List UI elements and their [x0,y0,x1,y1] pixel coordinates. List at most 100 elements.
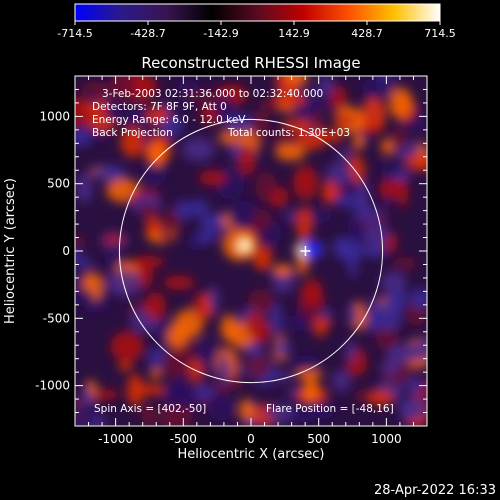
y-tick-label: 1000 [39,109,70,123]
texture-blob [132,255,165,268]
x-tick-label: 500 [307,432,330,446]
texture-blob [195,339,219,363]
texture-blob [326,161,353,186]
colorbar-ticks: -714.5 -428.7 -142.9 142.9 428.7 714.5 [57,21,456,40]
texture-blob [330,86,347,111]
texture-blob [353,206,383,222]
y-tick-label: -500 [43,311,70,325]
texture-blob [161,116,182,138]
texture-blob [346,303,359,326]
colorbar-tick-label: -142.9 [203,27,238,40]
texture-blob [288,355,322,371]
texture-blob [352,134,365,150]
x-tick-label: 1000 [371,432,402,446]
texture-blob [291,403,316,423]
texture-blob [385,352,411,363]
texture-blob [79,257,93,269]
annotation-energy: Energy Range: 6.0 - 12.0 keV [92,114,246,126]
y-axis-label: Heliocentric Y (arcsec) [3,178,18,324]
texture-blob [332,369,351,392]
y-tick-label: -1000 [35,379,70,393]
texture-blob [136,384,166,396]
texture-blob [75,172,93,204]
texture-blob [363,221,390,248]
texture-blob [272,264,294,276]
texture-blob [398,396,427,420]
bright-source [302,241,319,258]
texture-blob [405,153,427,171]
texture-blob [147,347,168,368]
texture-blob [104,252,124,267]
texture-blob [362,77,395,98]
texture-blob [285,209,296,223]
texture-blob [217,353,231,387]
texture-blob [337,148,352,161]
flare-marker [300,246,311,256]
texture-blob [273,91,306,108]
texture-blob [245,342,264,357]
texture-blob [75,236,87,248]
colorbar-tick-label: -714.5 [57,27,92,40]
texture-blob [393,169,411,184]
texture-blob [344,340,357,363]
texture-blob [417,336,427,351]
texture-blob [81,81,110,96]
texture-blob [380,138,394,155]
texture-blob [159,399,193,426]
texture-blob [265,403,296,424]
annotation-time: 3-Feb-2003 02:31:36.000 to 02:32:40.000 [102,88,323,100]
texture-blob [194,230,217,244]
texture-blob [409,287,427,310]
texture-blob [92,165,127,181]
colorbar-tick-label: 714.5 [424,27,456,40]
texture-blob [126,373,144,407]
texture-blob [145,216,161,237]
texture-blob [392,257,417,270]
texture-blob [75,288,95,305]
y-tick-label: 500 [47,177,70,191]
texture-blob [81,388,93,406]
texture-blob [88,92,101,106]
texture-blob [207,392,235,421]
texture-blob [212,96,235,118]
texture-blob [141,106,171,124]
annotation-counts: Total counts: 1.30E+03 [227,127,350,139]
texture-blob [218,130,240,145]
texture-blob [282,119,313,131]
texture-blob [162,347,191,381]
texture-blob [301,279,323,307]
flare-position-label: Flare Position = [-48,16] [266,403,394,415]
x-tick-label: -500 [170,432,197,446]
texture-blob [75,400,98,426]
texture-blob [120,125,144,158]
annotation-detectors: Detectors: 7F 8F 9F, Att 0 [92,101,227,113]
texture-blob [360,97,387,130]
texture-blob [166,325,188,349]
texture-blob [174,199,196,220]
texture-blob [246,310,264,340]
texture-blob [245,350,271,380]
texture-blob [108,269,142,297]
texture-blob [379,271,407,292]
y-tick-label: 0 [62,244,70,258]
colorbar-tick-label: -428.7 [130,27,165,40]
colorbar-tick-label: 428.7 [351,27,383,40]
texture-blob [198,170,227,186]
x-tick-label: 0 [247,432,255,446]
texture-blob [367,389,394,406]
texture-blob [183,90,217,102]
texture-blob [208,285,220,314]
texture-blob [378,179,400,199]
texture-blob [238,144,256,176]
texture-blob [347,247,358,278]
timestamp: 28-Apr-2022 16:33 [374,483,496,498]
texture-blob [109,76,138,104]
texture-blob [181,137,215,162]
texture-blob [323,178,337,205]
texture-blob [193,384,216,400]
texture-blob [75,248,83,268]
texture-blob [160,214,172,248]
texture-blob [101,234,127,245]
texture-blob [251,209,272,231]
